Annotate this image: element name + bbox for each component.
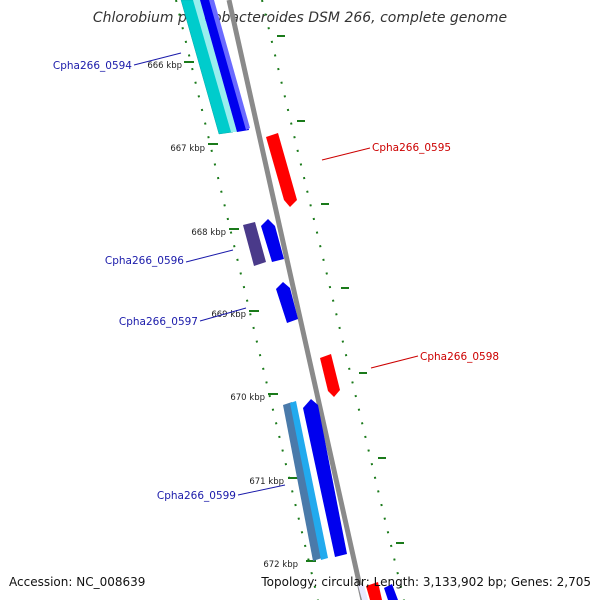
gene-arrow-light-cyan[interactable]	[193, 0, 237, 132]
gene-label-cpha266-0598[interactable]: Cpha266_0598	[420, 351, 499, 363]
leader-line	[321, 147, 371, 161]
leader-line	[370, 355, 419, 369]
gene-arrow-steel[interactable]	[283, 402, 322, 561]
gene-label-cpha266-0596[interactable]: Cpha266_0596	[105, 255, 184, 267]
tick-label: 669 kbp	[211, 310, 246, 320]
leader-line	[237, 484, 286, 496]
gene-label-cpha266-0599[interactable]: Cpha266_0599	[157, 490, 236, 502]
tick-labels: 666 kbp 667 kbp 668 kbp 669 kbp 670 kbp …	[147, 61, 298, 570]
tick-label: 667 kbp	[170, 144, 205, 154]
gene-arrow-light-blue[interactable]	[290, 401, 328, 560]
tick-label: 670 kbp	[230, 393, 265, 403]
tick-label: 671 kbp	[249, 477, 284, 487]
leader-line	[133, 52, 182, 66]
topology-info-text: Topology: circular; Length: 3,133,902 bp…	[261, 575, 591, 589]
inner-ruler-line	[175, 0, 319, 600]
leader-line	[199, 307, 247, 322]
genome-backbone	[226, 0, 366, 600]
tick-label: 666 kbp	[147, 61, 182, 71]
gene-arrow-red[interactable]	[320, 354, 340, 397]
gene-label-cpha266-0597[interactable]: Cpha266_0597	[119, 316, 198, 328]
gene-arrow-white[interactable]	[358, 585, 368, 600]
gene-arrow-blue[interactable]	[261, 219, 284, 262]
tick-label: 668 kbp	[191, 228, 226, 238]
gene-arrow-red[interactable]	[366, 582, 382, 600]
gene-arrow-light-blue[interactable]	[209, 0, 250, 130]
forward-genes	[180, 0, 347, 561]
gene-arrow-red[interactable]	[266, 133, 297, 207]
gene-arrow-blue[interactable]	[303, 399, 347, 557]
label-leaders	[133, 52, 419, 496]
gene-arrow-dark-purple[interactable]	[243, 222, 266, 266]
gene-arrow-blue[interactable]	[276, 282, 298, 323]
tick-marks	[184, 35, 404, 562]
reverse-genes	[266, 133, 398, 600]
accession-text: Accession: NC_008639	[9, 575, 146, 589]
gene-arrow-blue[interactable]	[200, 0, 249, 132]
gene-label-cpha266-0595[interactable]: Cpha266_0595	[372, 142, 451, 154]
outer-ruler-line	[261, 0, 405, 600]
leader-line	[185, 249, 234, 263]
gene-arrow-blue[interactable]	[384, 584, 398, 600]
gene-label-cpha266-0594[interactable]: Cpha266_0594	[53, 60, 132, 72]
tick-label: 672 kbp	[263, 560, 298, 570]
gene-labels: Cpha266_0594 Cpha266_0595 Cpha266_0596 C…	[53, 60, 499, 502]
